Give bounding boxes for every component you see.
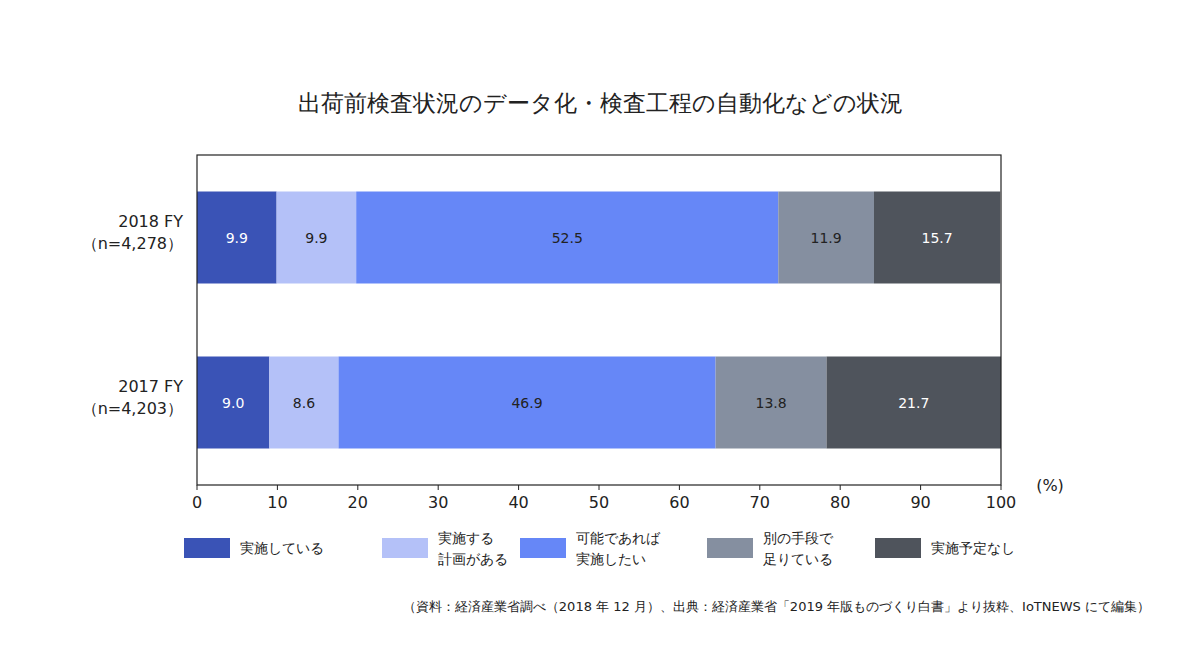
tick-label: 50 — [589, 493, 609, 512]
bar-segment — [277, 192, 357, 284]
category-label: 2017 FY （n=4,203） — [82, 377, 184, 418]
text-line: 2017 FY — [118, 377, 183, 396]
tick-mark — [759, 485, 760, 490]
legend-swatch — [382, 538, 428, 558]
tick-label: 90 — [910, 493, 930, 512]
bar-segment — [197, 357, 269, 449]
text-line: 実施する — [438, 530, 494, 546]
bar-segment — [827, 357, 1001, 449]
tick-mark — [277, 485, 278, 490]
legend-label: 別の手段で足りている — [763, 530, 834, 567]
tick-mark — [679, 485, 680, 490]
legend-label: 実施予定なし — [931, 540, 1015, 556]
data-labels: 9.9 9.9 52.5 11.9 15.7 9.0 8.6 46.9 13.8 21.7 — [222, 230, 953, 411]
tick-mark — [518, 485, 519, 490]
tick-mark — [357, 485, 358, 490]
plot-frame — [197, 155, 1001, 485]
legend-swatch — [520, 538, 566, 558]
legend-swatch — [875, 538, 921, 558]
data-label: 9.9 — [305, 230, 327, 246]
tick-label: 60 — [669, 493, 689, 512]
title: 出荷前検査状況のデータ化・検査工程の自動化などの状況 — [298, 90, 903, 116]
data-label: 13.8 — [755, 395, 786, 411]
tick-label: 0 — [192, 493, 202, 512]
bar-segment — [339, 357, 716, 449]
tick-label: 40 — [508, 493, 528, 512]
axis-unit: (%) — [1036, 476, 1064, 495]
text-line: 可能であれば — [576, 530, 661, 546]
legend-label: 実施する計画がある — [438, 530, 508, 567]
bar-segment — [716, 357, 827, 449]
tick-label: 100 — [986, 493, 1017, 512]
tick-label: 20 — [348, 493, 368, 512]
text-line: 実施している — [240, 540, 324, 556]
tick-label: 80 — [830, 493, 850, 512]
tick-mark — [197, 485, 198, 490]
tick-mark — [840, 485, 841, 490]
data-label: 21.7 — [898, 395, 929, 411]
text-line: 別の手段で — [763, 530, 834, 546]
data-label: 11.9 — [811, 230, 842, 246]
tick-mark — [438, 485, 439, 490]
text-line: 計画がある — [438, 551, 508, 567]
legend-swatch — [707, 538, 753, 558]
bars — [197, 192, 1001, 449]
text-line: （n=4,278） — [82, 234, 183, 253]
legend: 実施している 実施する計画がある 可能であれば実施したい 別の手段で足りている 実施予定… — [184, 530, 1015, 567]
bar-segment — [874, 192, 1000, 284]
tick-mark — [1001, 485, 1002, 490]
bar-segment — [197, 192, 277, 284]
text-line: （n=4,203） — [82, 399, 183, 418]
data-label: 15.7 — [921, 230, 952, 246]
bar-segment — [778, 192, 874, 284]
chart: 出荷前検査状況のデータ化・検査工程の自動化などの状況 9.9 9.9 52.5 11.9… — [0, 0, 1200, 664]
data-label: 46.9 — [511, 395, 542, 411]
tick-label: 10 — [267, 493, 287, 512]
bar-segment — [356, 192, 778, 284]
tick-label: 30 — [428, 493, 448, 512]
bar-segment — [269, 357, 338, 449]
tick-label: 70 — [750, 493, 770, 512]
data-label: 9.9 — [226, 230, 248, 246]
text-line: 2018 FY — [118, 212, 183, 231]
text-line: 足りている — [763, 551, 833, 567]
text-line: 実施予定なし — [931, 540, 1015, 556]
text-line: 実施したい — [576, 551, 646, 567]
data-label: 52.5 — [552, 230, 583, 246]
legend-swatch — [184, 538, 230, 558]
legend-label: 可能であれば実施したい — [576, 530, 661, 567]
legend-label: 実施している — [240, 540, 324, 556]
tick-mark — [599, 485, 600, 490]
data-label: 8.6 — [293, 395, 315, 411]
tick-mark — [920, 485, 921, 490]
source-note: （資料：経済産業省調べ（2018 年 12 月）、出典：経済産業省「2019 年… — [403, 599, 1150, 614]
category-label: 2018 FY （n=4,278） — [82, 212, 184, 253]
data-label: 9.0 — [222, 395, 244, 411]
